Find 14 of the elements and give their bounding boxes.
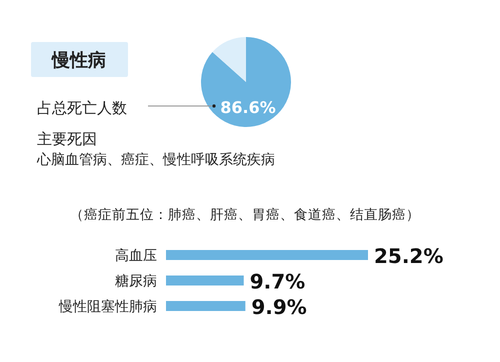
text: 心脑血管病、癌症、慢性呼吸系统疾病 — [36, 152, 275, 168]
y-tick-label: 高血压 — [115, 248, 157, 264]
text: 慢性病 — [51, 50, 106, 71]
pie-slice — [201, 37, 291, 127]
data-label: 25.2% — [374, 244, 444, 268]
pie-slice — [212, 37, 246, 82]
text: 主要死因 — [37, 130, 97, 148]
y-tick-label: 慢性阻塞性肺病 — [58, 299, 157, 315]
data-label: 9.7% — [250, 270, 306, 294]
y-tick-label: 糖尿病 — [115, 274, 157, 290]
text: （癌症前五位：肺癌、肝癌、胃癌、食道癌、结直肠癌） — [70, 207, 420, 223]
text: 占总死亡人数 — [37, 99, 127, 117]
data-label: 86.6% — [220, 98, 276, 117]
data-label: 9.9% — [251, 295, 307, 319]
